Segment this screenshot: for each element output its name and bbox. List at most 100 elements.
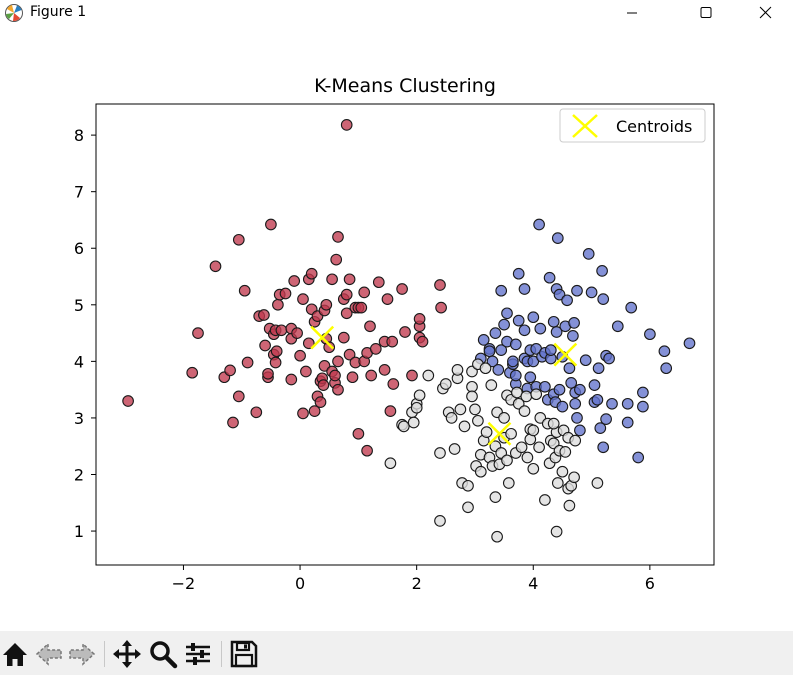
- data-point: [269, 356, 282, 369]
- data-point: [512, 267, 525, 280]
- data-point: [600, 413, 612, 425]
- data-point: [571, 412, 583, 424]
- data-point: [621, 416, 634, 429]
- data-point: [547, 417, 560, 430]
- data-point: [381, 293, 394, 305]
- data-point: [571, 284, 583, 297]
- data-point: [270, 345, 283, 358]
- data-point: [288, 275, 301, 287]
- data-point: [533, 441, 545, 454]
- data-point: [326, 273, 338, 286]
- data-point: [544, 344, 557, 356]
- data-point: [683, 337, 696, 350]
- data-point: [582, 248, 595, 260]
- data-point: [509, 369, 522, 382]
- data-point: [477, 334, 490, 346]
- legend-label: Centroids: [616, 117, 692, 136]
- data-point: [505, 427, 517, 440]
- data-point: [317, 379, 330, 391]
- data-point: [422, 369, 435, 382]
- data-point: [574, 424, 586, 437]
- data-point: [596, 265, 608, 277]
- save-icon[interactable]: [229, 639, 259, 669]
- data-point: [323, 341, 336, 354]
- x-tick-label: 4: [528, 574, 538, 593]
- data-point: [258, 309, 270, 321]
- data-point: [410, 401, 423, 414]
- y-axis: 1 2 3 4 5 6 7 8: [74, 126, 96, 541]
- data-point: [332, 383, 344, 396]
- data-point: [355, 301, 368, 314]
- toolbar-separator: [221, 641, 222, 667]
- data-point: [515, 441, 528, 454]
- data-point: [297, 293, 309, 305]
- data-point: [241, 356, 254, 369]
- x-tick-label: −2: [172, 574, 196, 593]
- data-point: [547, 315, 560, 328]
- data-point: [502, 477, 515, 489]
- data-point: [592, 362, 605, 375]
- data-point: [568, 471, 580, 484]
- data-point: [625, 301, 638, 314]
- data-point: [384, 405, 397, 417]
- data-point: [279, 287, 292, 300]
- data-point: [527, 311, 540, 324]
- data-point: [521, 451, 534, 464]
- centroid-layer: [310, 325, 578, 446]
- maximize-button[interactable]: [683, 0, 729, 26]
- data-point: [561, 294, 573, 307]
- zoom-icon[interactable]: [148, 639, 178, 669]
- data-point: [122, 395, 134, 407]
- data-point: [588, 379, 601, 391]
- data-point: [397, 420, 410, 433]
- data-point: [556, 465, 569, 478]
- forward-icon[interactable]: [67, 639, 97, 669]
- data-point: [568, 317, 580, 329]
- data-point: [509, 338, 522, 351]
- data-point: [330, 253, 343, 266]
- minimize-button[interactable]: [609, 0, 655, 26]
- back-icon[interactable]: [34, 639, 64, 669]
- data-point: [434, 515, 446, 527]
- data-point: [474, 465, 487, 478]
- data-point: [637, 400, 649, 413]
- configure-subplots-icon[interactable]: [183, 639, 213, 669]
- centroid-marker: [553, 342, 578, 367]
- data-point: [543, 271, 556, 284]
- data-point: [352, 427, 365, 440]
- data-point: [569, 397, 582, 410]
- data-point: [434, 279, 446, 291]
- data-point: [439, 378, 452, 390]
- data-point: [232, 390, 245, 403]
- data-point: [238, 284, 251, 297]
- y-tick-label: 6: [74, 239, 84, 258]
- data-point: [603, 352, 615, 365]
- figure-canvas[interactable]: K-Means Clustering −2 0 2 4 6 1 2 3 4 5 6 7 8 Centr…: [0, 26, 793, 631]
- data-point: [435, 301, 447, 314]
- x-tick-label: 0: [295, 574, 305, 593]
- data-point: [591, 477, 604, 489]
- data-point: [364, 320, 376, 333]
- data-point: [454, 403, 467, 416]
- data-point: [384, 457, 397, 470]
- data-point: [462, 501, 474, 514]
- data-point: [489, 327, 502, 339]
- pan-icon[interactable]: [112, 639, 142, 669]
- close-button[interactable]: [742, 0, 788, 26]
- home-icon[interactable]: [0, 639, 30, 669]
- data-point: [567, 330, 579, 342]
- data-point: [621, 397, 634, 410]
- data-point: [539, 494, 551, 506]
- data-point: [533, 218, 545, 231]
- data-point: [574, 383, 586, 396]
- data-point: [597, 293, 610, 305]
- data-point: [611, 320, 624, 333]
- data-point: [551, 477, 564, 489]
- data-point: [559, 446, 572, 458]
- data-point: [660, 362, 673, 375]
- data-point: [507, 355, 519, 368]
- data-point: [302, 337, 315, 350]
- data-point: [332, 231, 344, 243]
- data-point: [209, 260, 222, 273]
- data-point: [192, 327, 204, 339]
